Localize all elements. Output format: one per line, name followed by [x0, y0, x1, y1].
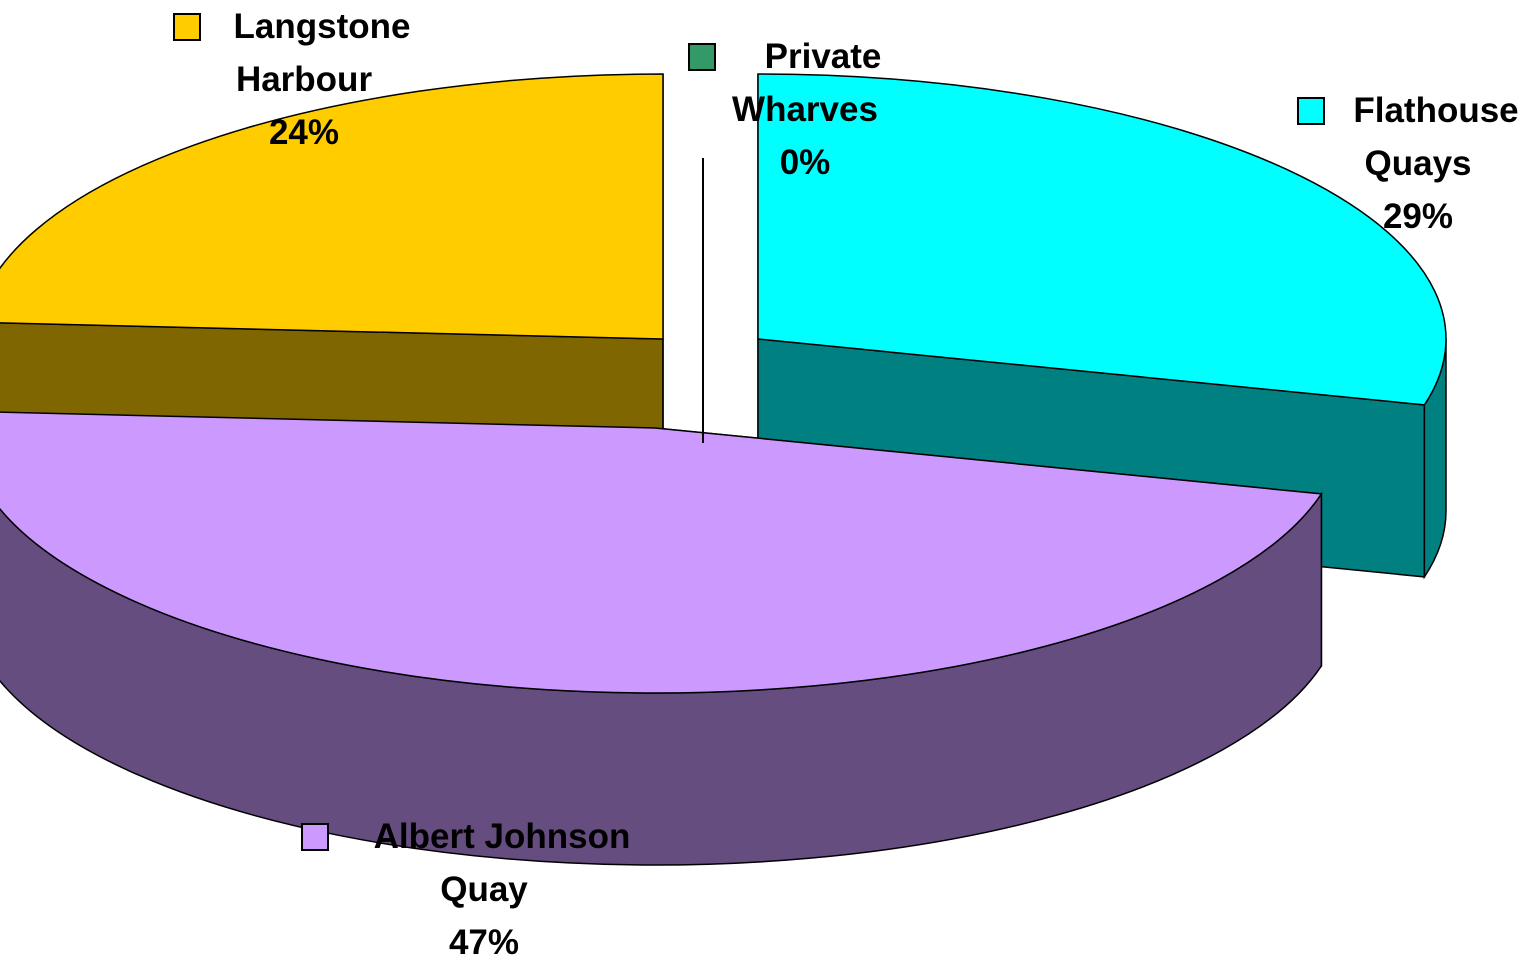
legend-swatch-private-wharves	[688, 43, 716, 71]
pie-label-langstone-harbour: Langstone Harbour 24%	[173, 7, 411, 152]
pie-label-name-line-1: Albert Johnson	[374, 817, 631, 856]
pie-label-name-line-2: Quays	[1365, 144, 1472, 183]
pie-label-albert-johnson-quay: Albert Johnson Quay 47%	[301, 817, 631, 962]
pie-label-name-line-1: Langstone	[234, 7, 411, 46]
pie-label-private-wharves: Private Wharves 0%	[688, 37, 882, 182]
pie-labels: Flathouse Quays 29% Albert Johnson Quay 47% La…	[173, 7, 1519, 962]
pie-label-value: 47%	[449, 923, 519, 962]
pie-tops	[0, 73, 1447, 694]
legend-swatch-albert-johnson-quay	[301, 823, 329, 851]
pie-label-value: 0%	[780, 143, 831, 182]
pie-label-value: 29%	[1383, 197, 1453, 236]
pie-label-name-line-1: Flathouse	[1353, 91, 1518, 130]
pie-label-flathouse-quays: Flathouse Quays 29%	[1297, 91, 1519, 236]
pie-slice-flathouse-quays	[757, 73, 1447, 406]
pie-label-name-line-1: Private	[765, 37, 882, 76]
pie-slice-langstone-harbour	[0, 73, 664, 340]
pie-label-name-line-2: Wharves	[732, 90, 878, 129]
pie-label-name-line-2: Quay	[440, 870, 528, 909]
pie-slice-albert-johnson-quay	[0, 411, 1323, 694]
legend-swatch-langstone-harbour	[173, 13, 201, 41]
legend-swatch-flathouse-quays	[1297, 97, 1325, 125]
pie-label-value: 24%	[269, 113, 339, 152]
pie-label-name-line-2: Harbour	[236, 60, 373, 99]
